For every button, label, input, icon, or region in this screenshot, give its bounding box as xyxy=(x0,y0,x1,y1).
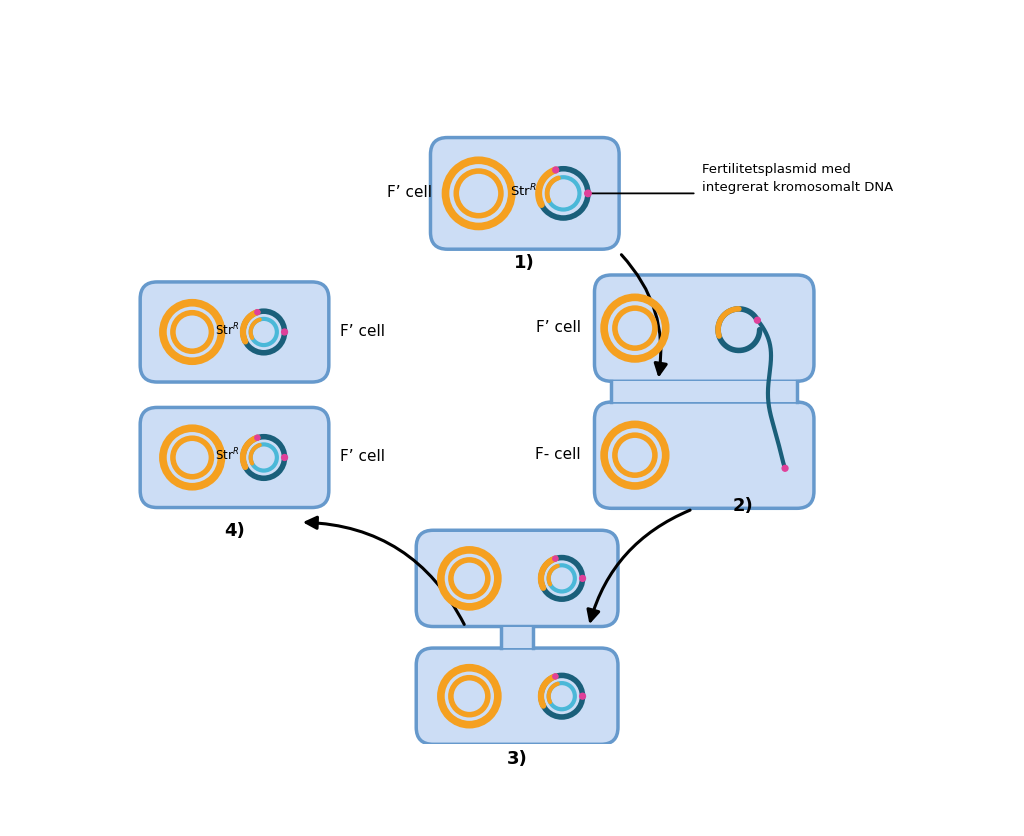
Circle shape xyxy=(782,466,788,472)
Text: 2): 2) xyxy=(732,497,753,514)
Text: Fertilitetsplasmid med
integrerat kromosomalt DNA: Fertilitetsplasmid med integrerat kromos… xyxy=(701,163,893,194)
FancyBboxPatch shape xyxy=(595,403,814,508)
Circle shape xyxy=(553,557,558,562)
Circle shape xyxy=(553,674,558,679)
FancyBboxPatch shape xyxy=(140,283,329,383)
Circle shape xyxy=(282,455,288,461)
FancyBboxPatch shape xyxy=(416,648,617,744)
Text: Str$^R$: Str$^R$ xyxy=(215,446,240,463)
Bar xyxy=(611,382,797,403)
FancyBboxPatch shape xyxy=(595,276,814,382)
Text: 1): 1) xyxy=(514,253,536,272)
Circle shape xyxy=(585,191,591,197)
Text: F- cell: F- cell xyxy=(536,446,581,461)
Text: F’ cell: F’ cell xyxy=(340,324,385,339)
Circle shape xyxy=(755,318,760,324)
Circle shape xyxy=(255,436,260,441)
Circle shape xyxy=(282,329,288,335)
FancyBboxPatch shape xyxy=(430,139,620,250)
Circle shape xyxy=(255,310,260,315)
Text: F’ cell: F’ cell xyxy=(536,319,581,334)
Text: F’ cell: F’ cell xyxy=(340,449,385,464)
Circle shape xyxy=(553,168,559,174)
Bar xyxy=(501,627,534,648)
Text: F’ cell: F’ cell xyxy=(387,185,432,199)
Text: 3): 3) xyxy=(507,749,527,767)
Circle shape xyxy=(580,693,586,699)
Text: 4): 4) xyxy=(224,521,245,539)
Text: Str$^R$: Str$^R$ xyxy=(510,183,537,199)
Text: Str$^R$: Str$^R$ xyxy=(215,321,240,338)
FancyBboxPatch shape xyxy=(140,408,329,508)
FancyBboxPatch shape xyxy=(416,531,617,627)
Circle shape xyxy=(580,576,586,582)
